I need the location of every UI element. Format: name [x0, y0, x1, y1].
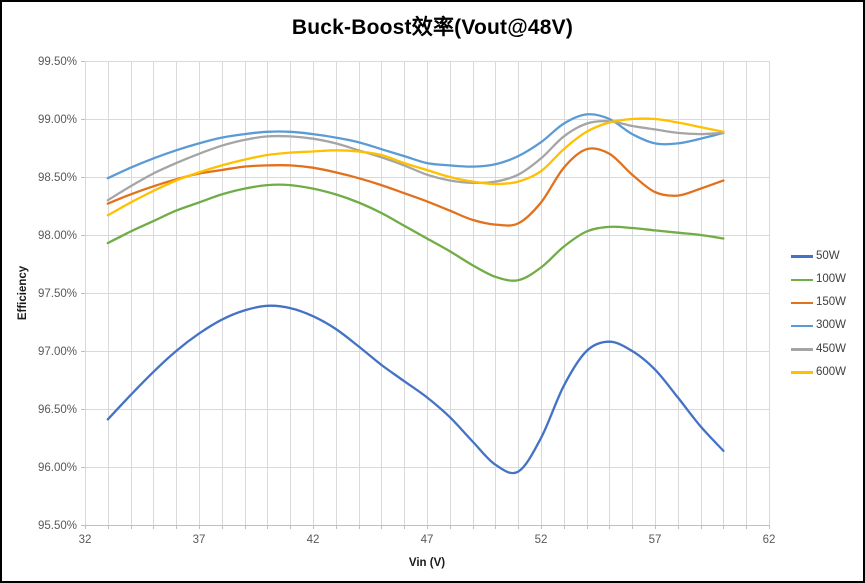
legend-swatch	[791, 301, 813, 305]
series-line-300w	[106, 113, 725, 180]
y-axis-title: Efficiency	[17, 265, 29, 321]
legend-label: 150W	[816, 296, 847, 309]
legend-swatch	[791, 278, 813, 282]
series-line-100w	[106, 183, 725, 282]
y-tick-label: 99.00%	[38, 114, 77, 126]
y-tick-label: 99.50%	[38, 56, 77, 68]
series-line-600w	[106, 117, 725, 217]
y-tick-label: 98.50%	[38, 172, 77, 184]
y-tick-label: 96.50%	[38, 404, 77, 416]
legend-item-100w: 100W	[791, 268, 846, 291]
legend-item-600w: 600W	[791, 361, 846, 384]
legend-swatch	[791, 324, 813, 328]
y-tick-label: 97.00%	[38, 346, 77, 358]
legend-label: 600W	[816, 365, 847, 378]
series-lines	[106, 113, 725, 475]
legend-item-50w: 50W	[791, 245, 846, 268]
legend-item-300w: 300W	[791, 315, 846, 338]
legend-swatch	[791, 255, 813, 258]
y-tick-label: 96.00%	[38, 462, 77, 474]
legend-label: 100W	[816, 273, 847, 286]
y-tick-label: 95.50%	[38, 520, 77, 532]
legend-label: 450W	[816, 342, 847, 355]
series-line-50w	[106, 304, 725, 475]
x-tick-label: 37	[193, 534, 206, 546]
chart-title: Buck-Boost效率(Vout@48V)	[291, 16, 574, 39]
legend-item-150w: 150W	[791, 291, 846, 314]
x-tick-label: 57	[649, 534, 662, 546]
x-tick-label: 62	[763, 534, 776, 546]
y-tick-label: 97.50%	[38, 288, 77, 300]
axis-ticks	[81, 61, 770, 529]
legend: 50W 100W 150W 300W 450W 600W	[791, 245, 846, 384]
gridlines	[85, 61, 770, 526]
legend-label: 300W	[816, 319, 847, 332]
y-tick-label: 98.00%	[38, 230, 77, 242]
series-line-150w	[106, 147, 725, 227]
x-tick-label: 32	[79, 534, 92, 546]
x-tick-label: 42	[307, 534, 320, 546]
tick-labels: 95.50% 96.00% 96.50% 97.00% 97.50% 98.00% 98.5…	[38, 56, 775, 546]
series-line-450w	[106, 119, 725, 202]
x-axis-title: Vin (V)	[408, 557, 446, 569]
legend-label: 50W	[816, 249, 840, 262]
x-tick-label: 52	[535, 534, 548, 546]
legend-swatch	[791, 348, 813, 351]
legend-swatch	[791, 371, 813, 374]
legend-item-450w: 450W	[791, 338, 846, 361]
x-tick-label: 47	[421, 534, 434, 546]
